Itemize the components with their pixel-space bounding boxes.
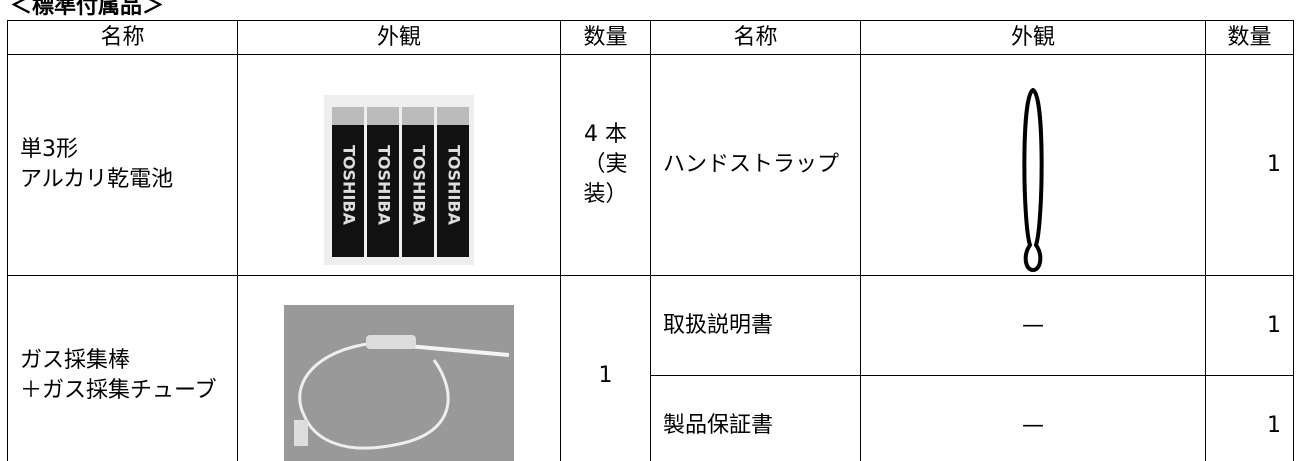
header-cell: 数量 (1205, 20, 1294, 55)
accessory-table: 名称 外観 数量 名称 外観 数量 単3形 アルカリ乾電池 TOSHIBA TOS… (7, 20, 1294, 461)
row: ガス採集棒 ＋ガス採集チューブ 1 取扱説明書 — 1 (7, 274, 1294, 461)
image-cell (860, 54, 1206, 276)
batteries: TOSHIBA TOSHIBA TOSHIBA TOSHIBA (332, 106, 469, 257)
name-cell: ハンドストラップ (650, 54, 861, 276)
header-cell: 外観 (860, 20, 1206, 55)
battery-brand: TOSHIBA (410, 145, 429, 226)
tube-photo (284, 305, 514, 461)
connector (294, 420, 308, 447)
battery-body (332, 106, 364, 257)
image-cell: TOSHIBA TOSHIBA TOSHIBA TOSHIBA (237, 54, 561, 276)
quantity-cell: 1 (1205, 375, 1294, 461)
battery-brand: TOSHIBA (445, 145, 464, 226)
header-cell: 外観 (237, 20, 561, 55)
battery-cap (437, 106, 469, 125)
quantity-cell: 1 (1205, 274, 1294, 377)
connector (366, 335, 416, 350)
quantity-cell: 4 本 （実装） (560, 54, 651, 276)
name-cell: 製品保証書 (650, 375, 861, 461)
battery-cap (402, 106, 434, 125)
battery-cap (332, 106, 364, 125)
name-cell: ガス採集棒 ＋ガス採集チューブ (7, 274, 238, 461)
caption: ＜標準付属品＞ (10, 0, 165, 19)
battery-body (367, 106, 399, 257)
battery-cap (367, 106, 399, 125)
appearance-cell: — (860, 375, 1206, 461)
quantity-cell: 1 (560, 274, 651, 461)
name-cell: 取扱説明書 (650, 274, 861, 377)
battery-body (437, 106, 469, 257)
quantity-cell: 1 (1205, 54, 1294, 276)
name-cell: 単3形 アルカリ乾電池 (7, 54, 238, 276)
battery-body (402, 106, 434, 257)
header-cell: 名称 (7, 20, 238, 55)
row: 単3形 アルカリ乾電池 TOSHIBA TOSHIBA TOSHIBA TOSHIBA… (7, 54, 1294, 276)
header-row: 名称 外観 数量 名称 外観 数量 (7, 20, 1294, 55)
tube (298, 341, 450, 450)
header-cell: 数量 (560, 20, 651, 55)
strap-loop (1022, 87, 1044, 272)
strap-drawing (1022, 87, 1044, 272)
photo-bg (284, 305, 514, 461)
image-cell (237, 274, 561, 461)
battery-brand: TOSHIBA (375, 145, 394, 226)
battery-photo: TOSHIBA TOSHIBA TOSHIBA TOSHIBA (324, 94, 474, 265)
appearance-cell: — (860, 274, 1206, 377)
header-cell: 名称 (650, 20, 861, 55)
battery-brand: TOSHIBA (340, 145, 359, 226)
row: 製品保証書 — 1 (8, 375, 1294, 461)
